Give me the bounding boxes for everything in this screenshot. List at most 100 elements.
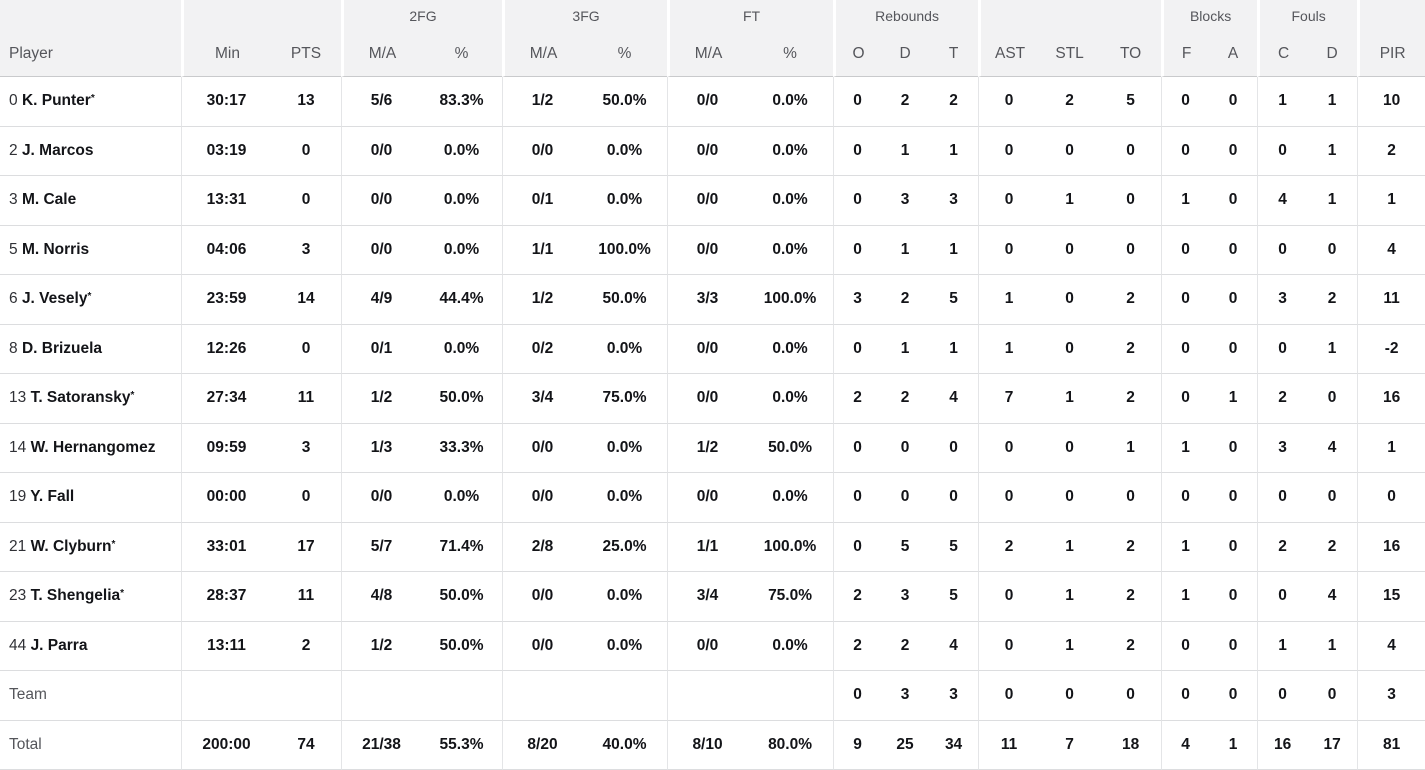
player-name[interactable]: Y. Fall xyxy=(30,488,75,506)
cell-stl: 1 xyxy=(1039,621,1101,671)
cell-reb-o: 0 xyxy=(833,126,882,176)
cell-pts: 11 xyxy=(271,374,341,424)
cell-min: 13:11 xyxy=(181,621,271,671)
col-foul-d: D xyxy=(1307,32,1358,77)
col-2fg-ma: M/A xyxy=(341,32,421,77)
cell-reb-d: 2 xyxy=(881,374,930,424)
cell-reb-t: 1 xyxy=(929,324,979,374)
player-cell[interactable]: 21 W. Clyburn* xyxy=(0,522,181,572)
cell-ast: 0 xyxy=(978,126,1040,176)
cell-reb-t: 1 xyxy=(929,126,979,176)
cell-ft-ma: 0/0 xyxy=(667,324,748,374)
player-name[interactable]: J. Vesely xyxy=(21,290,88,308)
cell-reb-t: 2 xyxy=(929,77,979,127)
cell-2fg-pct: 0.0% xyxy=(421,473,503,523)
player-name[interactable]: W. Clyburn xyxy=(30,537,112,555)
group-2fg: 2FG xyxy=(341,0,503,32)
cell-3fg-pct: 0.0% xyxy=(582,473,668,523)
cell-min: 04:06 xyxy=(181,225,271,275)
group-fouls: Fouls xyxy=(1257,0,1358,32)
player-cell[interactable]: 14 W. Hernangomez xyxy=(0,423,181,473)
cell-3fg-ma: 1/1 xyxy=(502,225,583,275)
cell-to: 2 xyxy=(1100,621,1162,671)
cell-foul-d: 0 xyxy=(1307,671,1358,721)
player-cell[interactable]: 44 J. Parra xyxy=(0,621,181,671)
cell-ast: 11 xyxy=(978,720,1040,770)
player-cell[interactable]: 5 M. Norris xyxy=(0,225,181,275)
player-cell[interactable]: 23 T. Shengelia* xyxy=(0,572,181,622)
cell-blk-f: 0 xyxy=(1161,671,1210,721)
col-blk-a: A xyxy=(1209,32,1258,77)
cell-3fg-ma: 0/0 xyxy=(502,572,583,622)
cell-reb-t: 4 xyxy=(929,621,979,671)
cell-reb-t: 5 xyxy=(929,572,979,622)
player-row: 19 Y. Fall 00:00 0 0/0 0.0% 0/0 0.0% 0/0 0.0% 0 0 0… xyxy=(0,473,1425,523)
cell-pir: 4 xyxy=(1357,621,1425,671)
cell-reb-t: 0 xyxy=(929,423,979,473)
player-cell[interactable]: 0 K. Punter* xyxy=(0,77,181,127)
cell-pir: -2 xyxy=(1357,324,1425,374)
cell-foul-d: 1 xyxy=(1307,176,1358,226)
cell-blk-a: 0 xyxy=(1209,621,1258,671)
cell-stl: 0 xyxy=(1039,225,1101,275)
cell-3fg-ma: 2/8 xyxy=(502,522,583,572)
player-name[interactable]: D. Brizuela xyxy=(21,339,103,357)
player-number: 8 xyxy=(9,339,18,357)
cell-pir: 16 xyxy=(1357,522,1425,572)
player-name[interactable]: J. Marcos xyxy=(21,141,94,159)
cell-pir: 1 xyxy=(1357,176,1425,226)
cell-ft-pct: 0.0% xyxy=(747,176,834,226)
cell-ft-pct: 100.0% xyxy=(747,275,834,325)
cell-ft-pct: 80.0% xyxy=(747,720,834,770)
cell-reb-d: 2 xyxy=(881,275,930,325)
cell-pts: 3 xyxy=(271,225,341,275)
cell-foul-c: 2 xyxy=(1257,522,1308,572)
player-cell[interactable]: 3 M. Cale xyxy=(0,176,181,226)
cell-ast: 0 xyxy=(978,225,1040,275)
cell-3fg-ma: 3/4 xyxy=(502,374,583,424)
cell-3fg-pct: 0.0% xyxy=(582,572,668,622)
player-cell[interactable]: 19 Y. Fall xyxy=(0,473,181,523)
cell-2fg-pct: 71.4% xyxy=(421,522,503,572)
cell-to: 1 xyxy=(1100,423,1162,473)
row-label-cell: Team xyxy=(0,671,181,721)
cell-3fg-pct: 0.0% xyxy=(582,126,668,176)
player-cell[interactable]: 8 D. Brizuela xyxy=(0,324,181,374)
player-name[interactable]: M. Norris xyxy=(21,240,90,258)
cell-reb-o: 0 xyxy=(833,77,882,127)
cell-reb-o: 0 xyxy=(833,423,882,473)
cell-foul-d: 0 xyxy=(1307,374,1358,424)
player-name[interactable]: W. Hernangomez xyxy=(30,438,156,456)
cell-pts: 0 xyxy=(271,176,341,226)
col-3fg-pct: % xyxy=(582,32,668,77)
player-name[interactable]: M. Cale xyxy=(21,191,77,209)
cell-blk-a: 0 xyxy=(1209,572,1258,622)
player-cell[interactable]: 2 J. Marcos xyxy=(0,126,181,176)
player-name[interactable]: J. Parra xyxy=(30,636,88,654)
cell-to: 0 xyxy=(1100,671,1162,721)
cell-reb-t: 4 xyxy=(929,374,979,424)
player-cell[interactable]: 6 J. Vesely* xyxy=(0,275,181,325)
cell-reb-o: 0 xyxy=(833,671,882,721)
cell-ft-pct: 0.0% xyxy=(747,225,834,275)
cell-pir: 10 xyxy=(1357,77,1425,127)
cell-ast: 0 xyxy=(978,621,1040,671)
player-name[interactable]: K. Punter xyxy=(21,92,91,110)
table-body: 0 K. Punter* 30:17 13 5/6 83.3% 1/2 50.0% 0/0 0.… xyxy=(0,77,1425,770)
cell-stl: 0 xyxy=(1039,275,1101,325)
cell-2fg-pct xyxy=(421,671,503,721)
cell-3fg-pct: 50.0% xyxy=(582,275,668,325)
cell-2fg-pct: 0.0% xyxy=(421,126,503,176)
cell-3fg-ma: 0/0 xyxy=(502,423,583,473)
player-name[interactable]: T. Shengelia xyxy=(30,587,121,605)
cell-reb-o: 0 xyxy=(833,324,882,374)
player-cell[interactable]: 13 T. Satoransky* xyxy=(0,374,181,424)
player-name[interactable]: T. Satoransky xyxy=(30,389,131,407)
cell-reb-t: 5 xyxy=(929,522,979,572)
cell-pts: 74 xyxy=(271,720,341,770)
table-header: 2FG 3FG FT Rebounds Blocks Fouls Player … xyxy=(0,0,1425,77)
cell-min: 30:17 xyxy=(181,77,271,127)
cell-3fg-pct: 0.0% xyxy=(582,324,668,374)
cell-blk-f: 1 xyxy=(1161,522,1210,572)
cell-pts: 2 xyxy=(271,621,341,671)
